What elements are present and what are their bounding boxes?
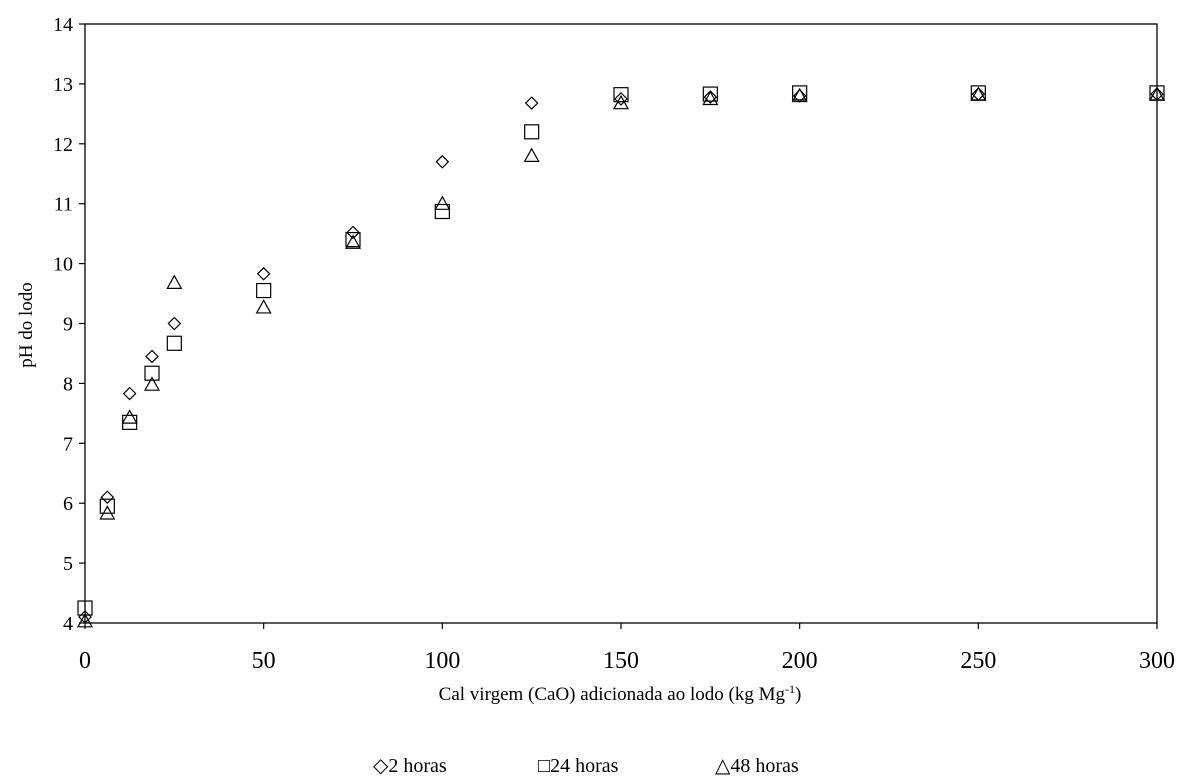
y-tick-label: 4 [63,613,73,635]
triangle-marker [612,94,630,110]
y-tick-label: 5 [63,553,73,575]
legend-symbol-square: □ [538,755,550,777]
square-marker [144,365,160,381]
square-marker [613,87,629,103]
y-tick-label: 12 [53,134,73,156]
y-tick-label: 11 [54,194,73,216]
triangle-marker [121,409,138,424]
diamond-marker [346,225,360,240]
x-axis-title-superscript: -1 [785,682,795,696]
diamond-marker [524,96,539,110]
y-axis-ticks: 4 5 6 7 8 9 10 11 12 13 14 [53,14,85,635]
x-axis-title-main: Cal virgem (CaO) adicionada ao lodo (kg … [439,684,786,705]
y-tick-label: 9 [63,314,73,336]
series-diamond [78,87,1164,624]
diamond-marker [614,92,628,106]
diamond-marker [145,349,159,364]
square-marker [166,335,182,351]
triangle-marker [255,299,272,314]
triangle-marker [523,147,540,162]
x-axis-title: Cal virgem (CaO) adicionada ao lodo (kg … [439,682,802,705]
y-tick-label: 14 [53,14,73,36]
data-markers [76,85,1166,628]
y-tick-label: 8 [63,373,73,395]
plot-area [84,23,1158,624]
legend-label-2h: 2 horas [388,755,447,777]
legend: ◇2 horas □24 horas △48 horas [373,755,799,777]
square-marker [256,282,272,299]
square-marker [345,232,361,248]
x-tick-label: 250 [960,648,996,674]
y-tick-label: 10 [53,254,73,276]
square-marker [792,85,808,101]
triangle-marker [99,505,116,520]
x-tick-label: 150 [603,648,639,674]
x-tick-label: 0 [79,648,91,674]
diamond-marker [167,316,182,331]
triangle-marker [791,87,808,103]
triangle-marker [434,195,451,210]
triangle-marker [143,376,161,391]
diamond-marker [100,490,115,505]
legend-label-24h: 24 horas [550,755,619,777]
square-marker [434,203,450,220]
y-tick-label: 13 [53,74,73,96]
triangle-marker [76,612,94,628]
x-tick-label: 300 [1139,648,1175,674]
diamond-marker [703,90,718,104]
legend-symbol-triangle: △ [715,755,731,777]
x-tick-label: 200 [782,648,818,674]
y-axis-title: pH do lodo [16,282,37,368]
square-marker [702,86,718,102]
legend-label-48h: 48 horas [730,755,799,777]
legend-item-24h: □24 horas [538,755,619,777]
square-marker [99,498,115,514]
diamond-marker [122,386,137,401]
triangle-marker [1148,86,1166,101]
legend-symbol-diamond: ◇ [373,755,389,777]
legend-item-2h: ◇2 horas [373,755,447,777]
x-axis-title-suffix: ) [795,684,801,705]
x-tick-label: 100 [424,648,460,674]
diamond-marker [435,154,450,169]
y-tick-label: 7 [63,433,73,455]
triangle-marker [970,86,987,101]
diamond-marker [256,266,271,281]
triangle-marker [166,274,183,289]
x-axis-ticks: 0 50 100 150 200 250 300 [79,623,1175,674]
square-marker [122,414,138,430]
legend-item-48h: △48 horas [715,755,799,777]
triangle-marker [344,234,362,249]
square-marker [524,124,540,140]
series-square [77,85,1165,616]
triangle-marker [702,90,719,106]
series-triangle [76,86,1166,628]
y-tick-label: 6 [63,493,73,515]
x-tick-label: 50 [252,648,276,674]
